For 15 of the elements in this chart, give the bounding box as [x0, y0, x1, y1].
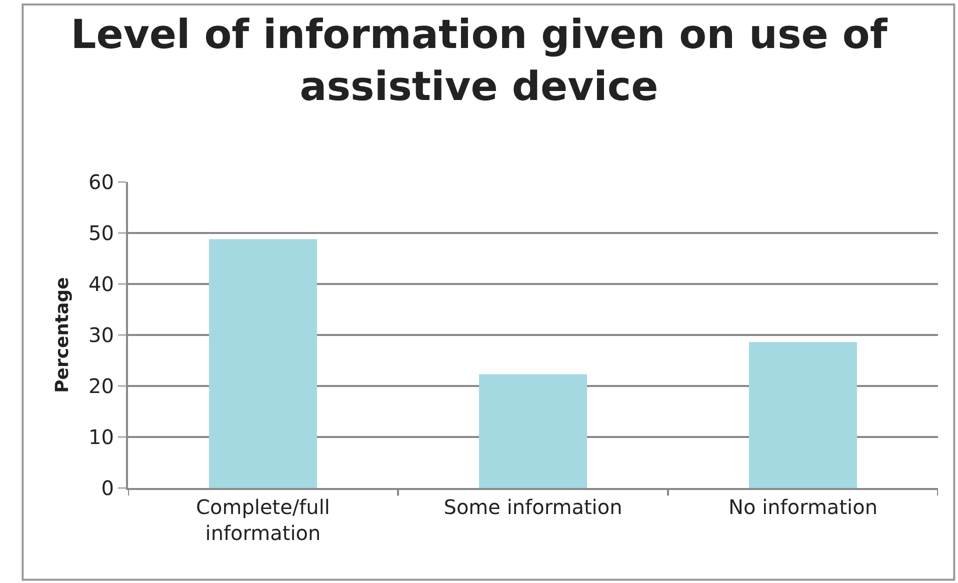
- y-tick-label: 10: [88, 425, 114, 449]
- x-tick-label: Complete/full information: [196, 495, 330, 545]
- x-tick-label: Some information: [444, 495, 622, 519]
- chart-title: Level of information given on use of assistive device: [70, 12, 888, 110]
- bar: [209, 239, 317, 488]
- y-tick-label: 50: [88, 221, 114, 245]
- x-tick-label: No information: [728, 495, 878, 519]
- y-tick-label: 40: [88, 272, 114, 296]
- bar: [479, 374, 587, 488]
- y-tick-label: 20: [88, 374, 114, 398]
- bar: [749, 342, 857, 488]
- y-tick-label: 0: [101, 476, 114, 500]
- y-tick-label: 30: [88, 323, 114, 347]
- y-axis-title: Percentage: [52, 277, 74, 393]
- y-tick-label: 60: [88, 170, 114, 194]
